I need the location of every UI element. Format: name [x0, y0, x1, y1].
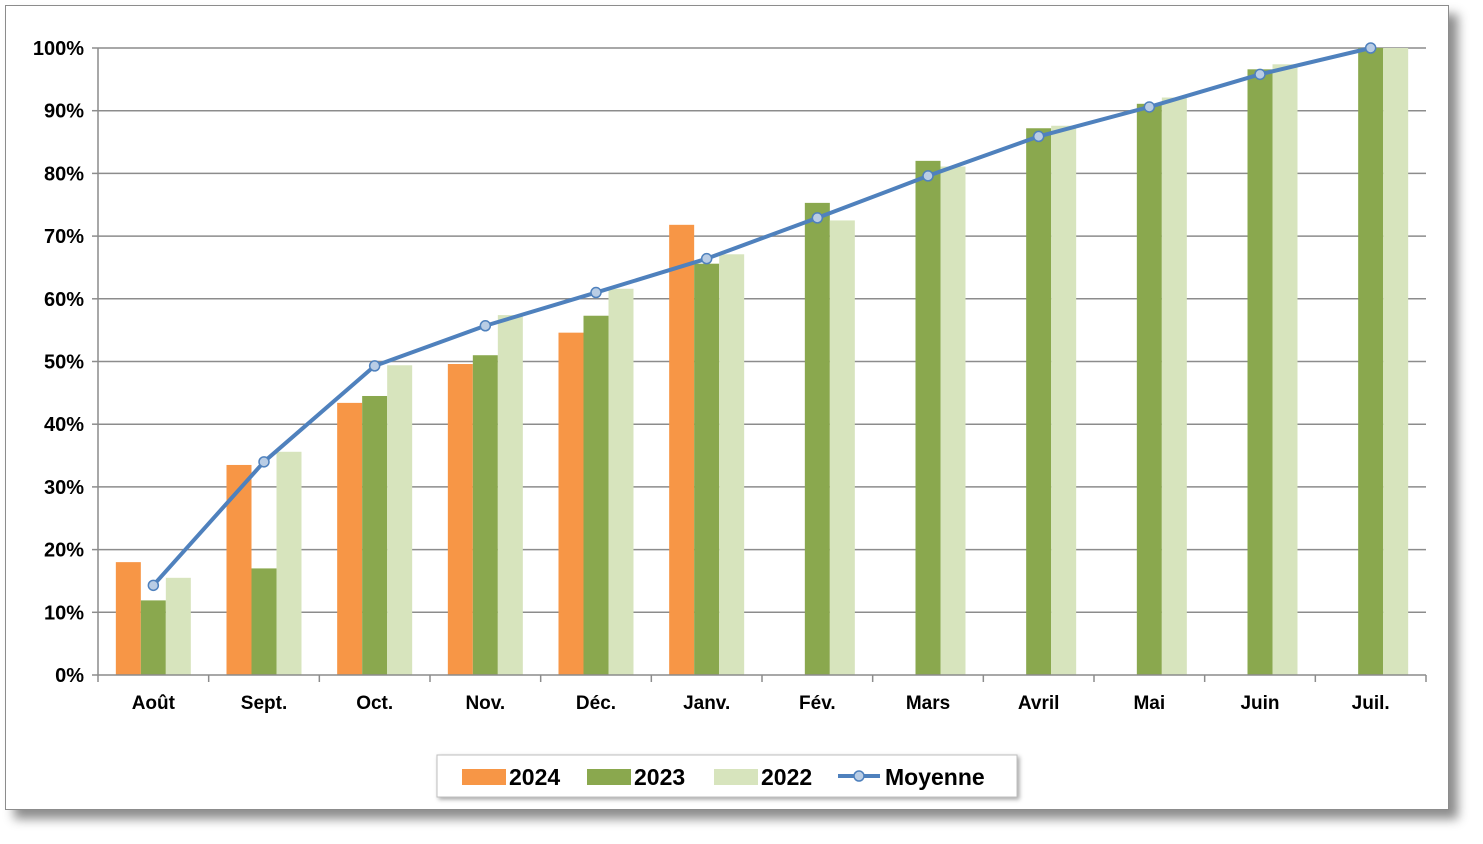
x-tick-label: Nov. — [465, 693, 505, 714]
y-tick-label: 40% — [44, 414, 84, 436]
y-tick-label: 90% — [44, 101, 84, 123]
bar-2024-6 — [669, 224, 695, 675]
bar-2023-9 — [1026, 128, 1052, 676]
bar-2023-8 — [915, 160, 941, 676]
legend-swatch-2024 — [462, 769, 506, 785]
x-tick-label: Juin — [1240, 693, 1279, 714]
point-moyenne-1 — [147, 579, 160, 592]
legend-marker-moyenne — [853, 770, 865, 782]
bar-2022-1 — [165, 577, 191, 675]
y-tick-label: 60% — [44, 289, 84, 311]
point-moyenne-8 — [922, 170, 934, 182]
point-moyenne-9 — [1032, 130, 1045, 143]
y-tick-label: 10% — [44, 602, 84, 624]
x-tick-label: Mai — [1133, 693, 1165, 714]
bar-2023-4 — [472, 355, 498, 675]
bar-2022-12 — [1383, 48, 1409, 675]
point-moyenne-10 — [1143, 101, 1156, 113]
bar-2023-3 — [362, 395, 388, 675]
bar-2022-5 — [608, 288, 634, 675]
point-moyenne-11 — [1254, 68, 1266, 81]
x-tick-label: Août — [132, 693, 176, 714]
bar-2022-7 — [829, 220, 855, 676]
y-tick-label: 70% — [44, 226, 84, 248]
x-tick-label: Sept. — [241, 693, 287, 714]
x-tick-label: Juil. — [1352, 693, 1390, 714]
bar-2022-9 — [1051, 125, 1077, 676]
x-tick-label: Mars — [906, 693, 950, 714]
bar-2024-4 — [447, 364, 473, 675]
y-tick-label: 0% — [55, 665, 84, 687]
bar-2022-3 — [387, 365, 413, 675]
bar-2022-6 — [719, 254, 745, 675]
bar-2023-6 — [694, 263, 720, 675]
legend-swatch-2023 — [587, 769, 631, 785]
bar-2023-11 — [1247, 69, 1273, 676]
legend: 2024 2023 2022 Moyenne — [436, 754, 1018, 798]
point-moyenne-4 — [479, 320, 492, 332]
bar-2022-8 — [940, 166, 966, 676]
gridlines — [98, 47, 1426, 614]
line-series — [147, 42, 1377, 592]
bar-2023-1 — [140, 600, 166, 675]
legend-label-2022: 2022 — [761, 764, 812, 790]
y-tick-label: 20% — [44, 540, 84, 562]
point-moyenne-5 — [590, 286, 602, 299]
y-tick-label: 30% — [44, 477, 84, 499]
bar-2023-5 — [583, 315, 609, 675]
bar-2024-1 — [115, 562, 141, 675]
x-tick-label: Janv. — [683, 693, 730, 714]
y-tick-label: 80% — [44, 163, 84, 185]
bar-2024-5 — [558, 332, 584, 675]
x-tick-label: Avril — [1018, 693, 1060, 714]
y-tick-label: 100% — [33, 38, 84, 60]
line-moyenne — [151, 46, 1372, 587]
legend-label-2023: 2023 — [634, 764, 685, 790]
x-tick-label: Fév. — [799, 693, 836, 714]
bar-series — [115, 48, 1409, 676]
legend-swatch-2022 — [714, 769, 758, 785]
bar-2024-3 — [337, 402, 363, 675]
point-moyenne-6 — [700, 252, 713, 265]
bar-2023-2 — [251, 568, 277, 675]
bar-2023-10 — [1136, 103, 1162, 676]
bar-2022-2 — [276, 451, 302, 675]
point-moyenne-12 — [1364, 42, 1377, 54]
point-moyenne-3 — [368, 360, 381, 372]
axes — [92, 47, 1427, 682]
chart-canvas: 0% 10% 20% 30% 40% 50% 60% 70% 80% 90% 100% Août Sep… — [33, 38, 1427, 798]
bar-2022-10 — [1161, 97, 1187, 675]
point-moyenne-2 — [258, 456, 270, 468]
legend-label-moyenne: Moyenne — [885, 764, 985, 790]
point-moyenne-7 — [811, 212, 824, 224]
bar-2022-4 — [497, 315, 523, 675]
x-tick-label: Oct. — [356, 693, 393, 714]
chart-frame: 0% 10% 20% 30% 40% 50% 60% 70% 80% 90% 100% Août Sep… — [5, 5, 1449, 810]
y-tick-label: 50% — [44, 352, 84, 374]
x-tick-label: Déc. — [576, 693, 616, 714]
bar-2023-12 — [1358, 48, 1384, 675]
tick-labels: 0% 10% 20% 30% 40% 50% 60% 70% 80% 90% 100% Août Sep… — [33, 38, 1390, 714]
bar-2023-7 — [804, 202, 830, 675]
bar-2024-2 — [226, 464, 252, 675]
bar-2022-11 — [1272, 64, 1298, 675]
legend-label-2024: 2024 — [509, 764, 560, 790]
